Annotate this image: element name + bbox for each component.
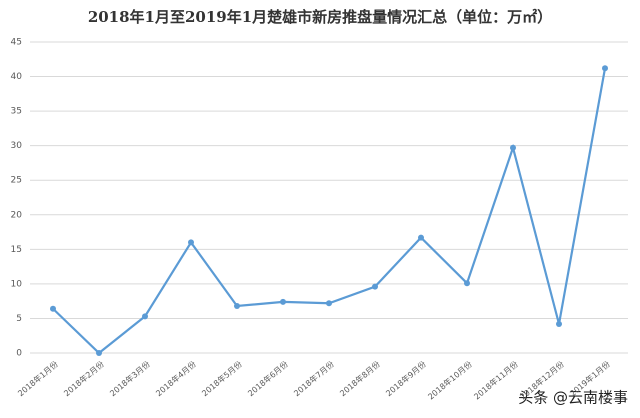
data-point: [602, 65, 608, 72]
data-point: [234, 303, 240, 310]
x-tick-label: 2018年3月份: [108, 359, 152, 398]
x-tick-label: 2018年1月份: [16, 359, 60, 398]
x-tick-label: 2018年5月份: [200, 359, 244, 398]
x-tick-label: 2018年9月份: [384, 359, 428, 398]
x-tick-label: 2018年8月份: [338, 359, 382, 398]
y-tick-label: 40: [11, 72, 23, 82]
y-tick-label: 10: [11, 279, 23, 289]
watermark: 头条 @云南楼事: [518, 389, 628, 407]
data-point: [418, 234, 424, 241]
x-tick-label: 2018年6月份: [246, 359, 290, 398]
x-tick-label: 2018年10月份: [426, 359, 474, 402]
data-point: [142, 313, 148, 320]
data-point: [556, 320, 562, 327]
data-point: [280, 298, 286, 305]
data-point: [188, 239, 194, 246]
y-tick-label: 30: [11, 141, 23, 151]
y-tick-label: 20: [11, 210, 23, 220]
x-tick-label: 2018年4月份: [154, 359, 198, 398]
y-tick-label: 5: [16, 314, 22, 324]
y-tick-label: 25: [11, 176, 22, 186]
y-tick-label: 15: [11, 245, 22, 255]
data-point: [50, 305, 56, 312]
data-point: [326, 300, 332, 307]
x-tick-label: 2018年7月份: [292, 359, 336, 398]
data-point: [510, 144, 516, 151]
y-tick-label: 45: [11, 38, 22, 48]
y-tick-label: 0: [16, 349, 22, 359]
data-point: [96, 350, 102, 356]
chart-title: 2018年1月至2019年1月楚雄市新房推盘量情况汇总（单位：万㎡）: [88, 8, 552, 26]
x-tick-label: 2018年2月份: [62, 359, 106, 398]
x-tick-label: 2018年11月份: [472, 359, 520, 402]
data-point: [464, 280, 470, 287]
data-point: [372, 283, 378, 290]
y-tick-label: 35: [11, 107, 22, 117]
